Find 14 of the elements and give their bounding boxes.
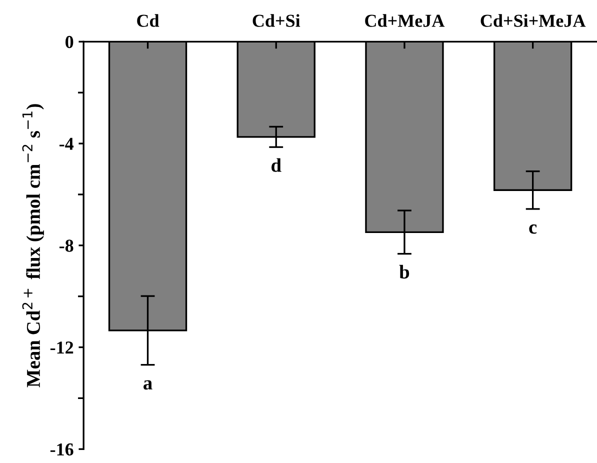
- x-tick-label: Cd+Si: [252, 14, 300, 27]
- annotation: d: [271, 158, 282, 172]
- annotation: b: [399, 264, 410, 279]
- y-axis-title: Mean Cd$^{2+}$ flux (pmol cm$^{−2}$ s$^{−1}$): [22, 104, 44, 388]
- y-tick-label: -8: [59, 240, 74, 252]
- annotation: a: [144, 380, 152, 390]
- x-tick-label: Cd+MeJA: [365, 14, 445, 27]
- annotation: c: [529, 224, 537, 234]
- x-tick-label: Cd: [137, 14, 160, 27]
- y-tick-label: 0: [66, 36, 74, 48]
- y-tick-label: -12: [50, 342, 74, 354]
- y-tick-label: -16: [50, 443, 74, 456]
- x-tick-label: Cd+Si+MeJA: [480, 14, 586, 27]
- y-tick-label: -4: [59, 138, 74, 150]
